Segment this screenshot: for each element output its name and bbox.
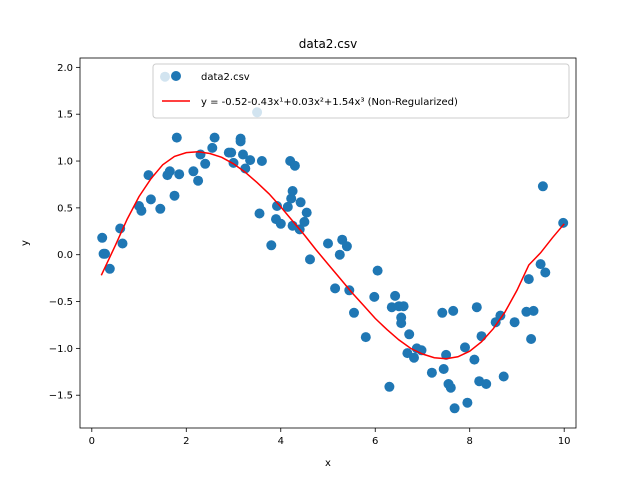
data-point xyxy=(498,371,509,382)
data-point xyxy=(256,156,267,166)
data-point xyxy=(136,205,147,216)
data-point xyxy=(509,317,520,328)
data-point xyxy=(462,397,473,408)
data-point xyxy=(272,201,282,211)
data-point xyxy=(117,238,128,249)
axes-frame xyxy=(79,57,577,429)
data-point xyxy=(438,364,449,374)
data-point xyxy=(209,132,220,143)
data-point xyxy=(193,175,204,186)
legend-box xyxy=(152,63,570,119)
data-point xyxy=(266,240,277,251)
fit-curve xyxy=(100,150,565,360)
x-axis-label: x xyxy=(325,458,331,469)
data-point xyxy=(445,382,456,393)
data-point xyxy=(523,274,534,285)
data-point xyxy=(104,263,115,274)
y-tick-label: 1.0 xyxy=(57,157,73,168)
data-point xyxy=(245,155,256,166)
y-tick-label: −1.0 xyxy=(49,344,73,355)
data-point xyxy=(481,379,492,389)
data-point xyxy=(437,307,448,318)
legend-label-scatter: data2.csv xyxy=(201,72,250,83)
data-point xyxy=(449,403,460,414)
data-point xyxy=(396,318,407,329)
data-point xyxy=(369,291,380,302)
data-point xyxy=(305,254,315,265)
data-point xyxy=(207,142,218,153)
data-point xyxy=(145,194,156,205)
data-point xyxy=(526,334,537,344)
data-point xyxy=(390,290,401,301)
x-tick-label: 4 xyxy=(278,436,284,447)
legend-marker-scatter xyxy=(171,71,181,81)
data-point xyxy=(330,283,341,294)
chart-title: data2.csv xyxy=(299,37,357,51)
x-tick-label: 0 xyxy=(89,436,95,447)
data-point xyxy=(155,203,166,214)
data-point xyxy=(349,307,359,318)
x-tick-label: 6 xyxy=(372,436,378,447)
data-point xyxy=(471,302,482,313)
legend-label-line: y = -0.52-0.43x¹+0.03x²+1.54x³ (Non-Regu… xyxy=(201,97,458,108)
data-point xyxy=(299,216,310,227)
data-point xyxy=(398,301,409,312)
data-point xyxy=(537,181,548,192)
data-point xyxy=(404,329,415,340)
y-tick-label: −1.5 xyxy=(49,391,73,402)
x-tick-label: 10 xyxy=(558,436,571,447)
axis-ticks: 0 2 4 6 8 10 −1.5 −1.0 −0.5 0.0 0.5 1.0 1.5 2.0 xyxy=(49,63,571,447)
data-point xyxy=(287,186,298,196)
data-point xyxy=(97,232,108,243)
data-point xyxy=(275,218,286,229)
data-point xyxy=(174,169,185,180)
data-point xyxy=(372,265,383,276)
data-point xyxy=(295,197,306,208)
data-point xyxy=(254,208,265,219)
y-tick-label: 2.0 xyxy=(57,63,73,74)
data-point xyxy=(195,149,206,160)
data-point xyxy=(171,132,182,143)
x-tick-label: 2 xyxy=(183,436,189,447)
data-point xyxy=(115,223,126,234)
data-point xyxy=(469,354,480,365)
data-point xyxy=(301,207,312,218)
data-point xyxy=(426,367,437,378)
data-point xyxy=(558,217,569,228)
data-point xyxy=(188,166,199,177)
data-point xyxy=(341,241,352,252)
data-point xyxy=(384,381,395,392)
data-point xyxy=(360,332,371,343)
data-point xyxy=(448,305,459,316)
data-point xyxy=(323,238,333,249)
data-point xyxy=(100,248,110,259)
data-point xyxy=(282,201,293,212)
data-point xyxy=(286,193,297,204)
y-tick-label: 1.5 xyxy=(57,110,73,121)
data-point xyxy=(460,342,470,353)
legend: data2.csv y = -0.52-0.43x¹+0.03x²+1.54x³… xyxy=(152,63,570,119)
data-point xyxy=(441,349,452,360)
data-point xyxy=(540,267,551,278)
data-point xyxy=(238,149,248,160)
data-point xyxy=(495,310,506,321)
y-tick-label: −0.5 xyxy=(49,297,73,308)
y-axis-label: y xyxy=(20,240,31,246)
data-point xyxy=(528,305,539,316)
data-point xyxy=(235,136,246,147)
data-point xyxy=(169,190,180,201)
y-tick-label: 0.5 xyxy=(57,203,73,214)
data-point xyxy=(289,160,300,171)
data-point xyxy=(226,147,237,158)
data-point xyxy=(200,158,211,169)
data-point xyxy=(409,352,419,363)
data-point xyxy=(535,259,546,270)
y-tick-label: 0.0 xyxy=(57,250,73,261)
x-tick-label: 8 xyxy=(467,436,473,447)
data-point xyxy=(164,166,175,177)
data-point xyxy=(476,331,487,342)
data-point xyxy=(334,249,345,260)
